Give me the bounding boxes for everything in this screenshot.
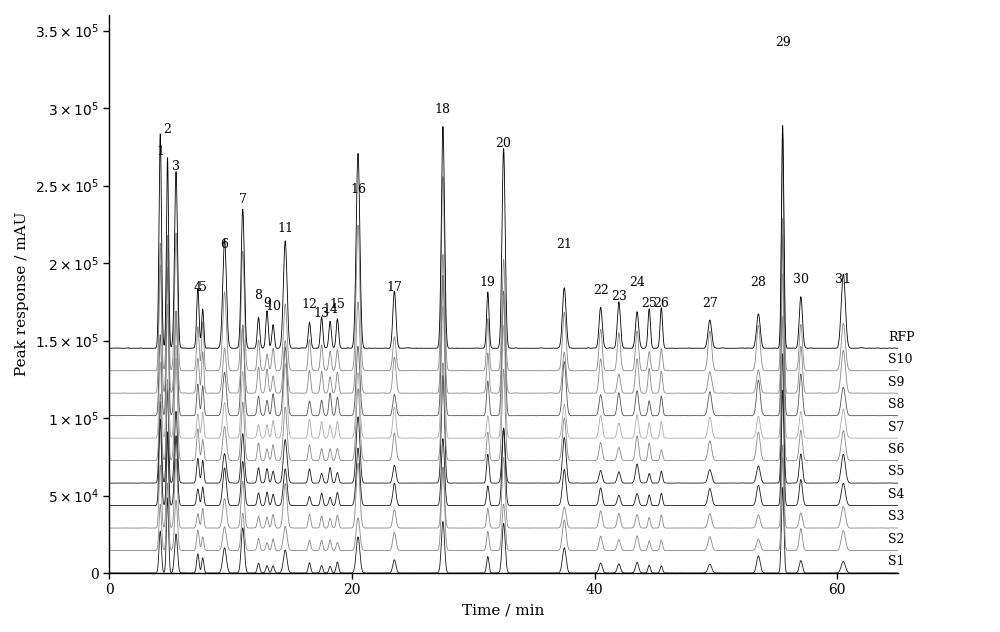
Text: S6: S6 [888, 443, 905, 456]
Text: 7: 7 [239, 193, 247, 205]
Text: 23: 23 [611, 290, 627, 303]
Text: 27: 27 [702, 296, 718, 310]
Text: S8: S8 [888, 398, 905, 411]
Text: 15: 15 [329, 298, 345, 311]
Text: S4: S4 [888, 488, 905, 501]
Text: 5: 5 [199, 281, 207, 294]
Text: 20: 20 [496, 137, 512, 150]
Text: S3: S3 [888, 511, 905, 523]
Text: 8: 8 [255, 289, 263, 301]
X-axis label: Time / min: Time / min [462, 603, 545, 617]
Text: 12: 12 [302, 298, 317, 311]
Text: 2: 2 [164, 123, 171, 136]
Text: 9: 9 [263, 296, 271, 310]
Text: 24: 24 [629, 276, 645, 289]
Text: 29: 29 [775, 36, 791, 49]
Text: 16: 16 [350, 183, 366, 197]
Text: S5: S5 [888, 466, 905, 478]
Y-axis label: Peak response / mAU: Peak response / mAU [15, 212, 29, 376]
Text: 28: 28 [750, 276, 766, 289]
Text: 22: 22 [593, 284, 609, 297]
Text: S7: S7 [888, 420, 905, 434]
Text: 31: 31 [835, 273, 851, 286]
Text: S9: S9 [888, 375, 905, 389]
Text: 21: 21 [556, 238, 572, 251]
Text: RFP: RFP [888, 331, 915, 344]
Text: S2: S2 [888, 533, 905, 546]
Text: 13: 13 [314, 307, 330, 320]
Text: 25: 25 [641, 296, 657, 310]
Text: 26: 26 [653, 296, 669, 310]
Text: 10: 10 [265, 300, 281, 313]
Text: 3: 3 [172, 160, 180, 173]
Text: 14: 14 [322, 303, 338, 316]
Text: 17: 17 [386, 281, 402, 294]
Text: 30: 30 [793, 273, 809, 286]
Text: 11: 11 [277, 222, 293, 235]
Text: S1: S1 [888, 556, 905, 568]
Text: 18: 18 [435, 103, 451, 116]
Text: S10: S10 [888, 353, 913, 366]
Text: 4: 4 [194, 281, 202, 294]
Text: 1: 1 [156, 145, 164, 157]
Text: 19: 19 [480, 276, 496, 289]
Text: 6: 6 [221, 238, 229, 251]
